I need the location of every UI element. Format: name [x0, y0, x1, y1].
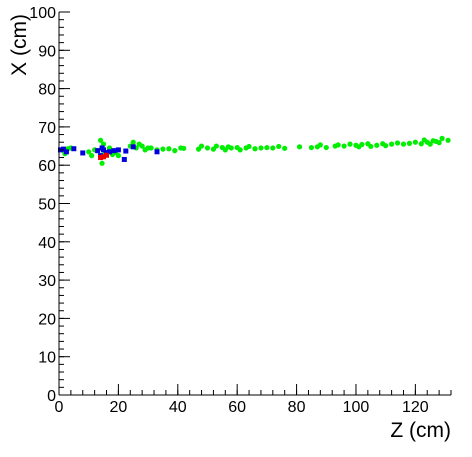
- data-point: [439, 135, 445, 141]
- x-tick-label: 100: [343, 399, 370, 416]
- y-tick-label: 40: [38, 235, 56, 252]
- y-tick-label: 20: [38, 311, 56, 328]
- data-point: [181, 145, 187, 151]
- data-point: [213, 143, 219, 149]
- data-point: [71, 146, 77, 152]
- data-point: [204, 145, 211, 151]
- x-tick-label: 40: [169, 399, 187, 416]
- data-point: [160, 146, 166, 152]
- data-point: [359, 141, 365, 148]
- data-point: [317, 142, 323, 148]
- data-point: [228, 145, 234, 151]
- data-point: [296, 144, 303, 150]
- data-point: [412, 139, 418, 145]
- data-point: [101, 147, 107, 153]
- data-point: [80, 150, 86, 156]
- y-tick-label: 90: [38, 43, 56, 60]
- tick-labels: 0 20 40 60 80 100 120 0 10 20 30 40 50 60 70 80 90 100: [29, 5, 429, 416]
- data-point: [374, 142, 380, 148]
- data-point: [394, 140, 401, 146]
- data-point: [418, 141, 424, 147]
- x-tick-label: 60: [228, 399, 246, 416]
- data-point: [252, 146, 258, 152]
- data-point: [258, 145, 264, 151]
- data-point: [104, 150, 110, 156]
- x-tick-label: 80: [288, 399, 306, 416]
- data-point: [106, 145, 113, 151]
- data-point: [139, 143, 145, 149]
- data-point: [237, 147, 243, 153]
- data-point: [101, 154, 107, 160]
- y-axis-title: X (cm): [8, 14, 31, 76]
- data-points: [57, 135, 451, 166]
- data-point: [383, 143, 389, 149]
- data-point: [389, 141, 395, 147]
- data-point: [270, 145, 276, 151]
- data-point: [198, 143, 205, 149]
- y-tick-label: 70: [38, 120, 56, 137]
- data-point: [445, 137, 451, 143]
- data-point: [406, 140, 413, 146]
- data-point: [400, 141, 407, 147]
- data-point: [368, 143, 374, 150]
- y-tick-label: 0: [47, 388, 56, 405]
- axes: [58, 11, 452, 396]
- data-point: [282, 145, 288, 151]
- data-point: [246, 143, 252, 150]
- x-axis-title: Z (cm): [390, 419, 451, 442]
- data-point: [308, 144, 315, 151]
- data-point: [123, 148, 129, 154]
- data-point: [130, 139, 136, 145]
- data-point: [436, 140, 442, 146]
- data-point: [172, 148, 178, 154]
- y-tick-label: 80: [38, 82, 56, 99]
- data-point: [104, 152, 110, 158]
- data-point: [130, 144, 136, 150]
- y-tick-label: 60: [38, 158, 56, 175]
- data-point: [276, 143, 282, 150]
- data-point: [121, 156, 127, 162]
- data-point: [89, 153, 95, 159]
- y-tick-label: 10: [38, 350, 56, 367]
- x-tick-label: 120: [402, 399, 429, 416]
- data-point: [427, 141, 433, 147]
- data-point: [95, 148, 101, 154]
- data-point: [99, 160, 105, 166]
- data-point: [115, 153, 121, 159]
- data-point: [63, 149, 69, 155]
- data-point: [86, 149, 92, 155]
- data-point: [335, 142, 341, 148]
- data-point: [60, 146, 66, 152]
- data-point: [97, 137, 104, 143]
- y-tick-label: 50: [38, 197, 56, 214]
- data-point: [154, 149, 160, 155]
- data-point: [106, 149, 112, 155]
- x-tick-label: 0: [55, 399, 64, 416]
- x-tick-label: 20: [109, 399, 127, 416]
- y-tick-label: 100: [29, 5, 56, 22]
- data-point: [115, 147, 121, 153]
- data-point: [148, 145, 154, 151]
- data-point: [264, 144, 270, 151]
- data-point: [100, 141, 107, 147]
- data-point: [341, 143, 347, 149]
- data-point: [347, 141, 353, 147]
- y-tick-label: 30: [38, 273, 56, 290]
- data-point: [323, 144, 329, 151]
- data-point: [98, 155, 104, 161]
- data-point: [111, 148, 117, 154]
- data-point: [166, 146, 172, 152]
